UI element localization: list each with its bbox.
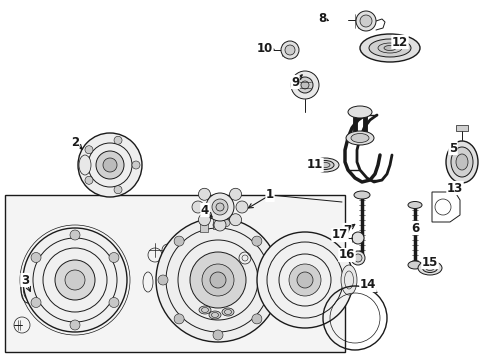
Ellipse shape bbox=[222, 308, 234, 316]
Circle shape bbox=[351, 251, 365, 265]
Circle shape bbox=[198, 188, 210, 200]
Circle shape bbox=[109, 297, 119, 307]
Ellipse shape bbox=[351, 134, 369, 143]
Ellipse shape bbox=[199, 306, 211, 314]
Circle shape bbox=[114, 186, 122, 194]
Text: 5: 5 bbox=[449, 141, 457, 154]
Circle shape bbox=[212, 199, 228, 215]
Ellipse shape bbox=[316, 161, 334, 170]
Circle shape bbox=[174, 314, 184, 324]
Circle shape bbox=[190, 252, 246, 308]
Text: 2: 2 bbox=[71, 135, 79, 148]
Ellipse shape bbox=[446, 141, 478, 183]
Circle shape bbox=[78, 133, 142, 197]
Circle shape bbox=[174, 236, 184, 246]
Circle shape bbox=[23, 228, 127, 332]
Circle shape bbox=[31, 297, 41, 307]
Text: 1: 1 bbox=[266, 189, 274, 202]
Ellipse shape bbox=[79, 155, 91, 175]
Ellipse shape bbox=[220, 219, 230, 227]
Circle shape bbox=[291, 71, 319, 99]
Text: 6: 6 bbox=[411, 221, 419, 234]
Circle shape bbox=[354, 254, 362, 262]
Circle shape bbox=[229, 188, 242, 200]
Circle shape bbox=[156, 218, 280, 342]
Circle shape bbox=[55, 260, 95, 300]
Circle shape bbox=[70, 320, 80, 330]
Circle shape bbox=[216, 203, 224, 211]
Circle shape bbox=[103, 158, 117, 172]
Text: 10: 10 bbox=[257, 41, 273, 54]
Circle shape bbox=[352, 232, 364, 244]
Text: 3: 3 bbox=[21, 274, 29, 287]
Circle shape bbox=[70, 230, 80, 240]
Circle shape bbox=[114, 136, 122, 144]
Ellipse shape bbox=[320, 162, 330, 167]
Circle shape bbox=[31, 252, 41, 262]
Circle shape bbox=[214, 219, 226, 231]
Text: 15: 15 bbox=[422, 256, 438, 269]
Text: 7: 7 bbox=[343, 224, 351, 237]
Ellipse shape bbox=[348, 106, 372, 118]
Text: 8: 8 bbox=[318, 12, 326, 24]
Circle shape bbox=[210, 272, 226, 288]
Circle shape bbox=[301, 81, 309, 89]
Circle shape bbox=[65, 270, 85, 290]
Circle shape bbox=[356, 11, 376, 31]
Circle shape bbox=[96, 151, 124, 179]
Circle shape bbox=[289, 264, 321, 296]
Circle shape bbox=[85, 146, 93, 154]
Ellipse shape bbox=[311, 158, 339, 172]
Circle shape bbox=[85, 176, 93, 184]
Text: 16: 16 bbox=[339, 248, 355, 261]
Ellipse shape bbox=[408, 261, 422, 269]
Ellipse shape bbox=[418, 261, 442, 275]
Ellipse shape bbox=[384, 45, 396, 50]
Circle shape bbox=[257, 232, 353, 328]
Ellipse shape bbox=[456, 154, 468, 170]
Circle shape bbox=[158, 275, 168, 285]
Circle shape bbox=[229, 214, 242, 226]
Circle shape bbox=[268, 275, 278, 285]
Text: 13: 13 bbox=[447, 181, 463, 194]
Ellipse shape bbox=[341, 265, 357, 295]
Ellipse shape bbox=[408, 202, 422, 208]
Circle shape bbox=[198, 214, 210, 226]
Circle shape bbox=[109, 252, 119, 262]
Ellipse shape bbox=[360, 34, 420, 62]
Ellipse shape bbox=[346, 131, 374, 145]
Circle shape bbox=[360, 15, 372, 27]
Ellipse shape bbox=[209, 311, 221, 319]
Text: 14: 14 bbox=[360, 279, 376, 292]
Circle shape bbox=[132, 161, 140, 169]
Circle shape bbox=[213, 330, 223, 340]
Circle shape bbox=[213, 220, 223, 230]
Circle shape bbox=[252, 314, 262, 324]
Ellipse shape bbox=[354, 191, 370, 199]
Bar bbox=[200, 218, 208, 232]
Text: 17: 17 bbox=[332, 229, 348, 242]
Circle shape bbox=[297, 77, 313, 93]
Circle shape bbox=[192, 201, 204, 213]
Circle shape bbox=[236, 201, 248, 213]
Circle shape bbox=[202, 264, 234, 296]
Ellipse shape bbox=[451, 147, 473, 177]
Text: 11: 11 bbox=[307, 158, 323, 171]
Text: 9: 9 bbox=[291, 76, 299, 89]
Text: 12: 12 bbox=[392, 36, 408, 49]
Circle shape bbox=[206, 193, 234, 221]
Circle shape bbox=[297, 272, 313, 288]
Ellipse shape bbox=[378, 43, 402, 53]
Text: 4: 4 bbox=[201, 203, 209, 216]
Circle shape bbox=[281, 41, 299, 59]
Bar bbox=[5, 195, 345, 352]
Ellipse shape bbox=[369, 39, 411, 57]
Circle shape bbox=[285, 45, 295, 55]
Ellipse shape bbox=[422, 264, 438, 273]
Bar bbox=[456, 125, 468, 131]
Bar bbox=[213, 215, 221, 229]
Circle shape bbox=[252, 236, 262, 246]
